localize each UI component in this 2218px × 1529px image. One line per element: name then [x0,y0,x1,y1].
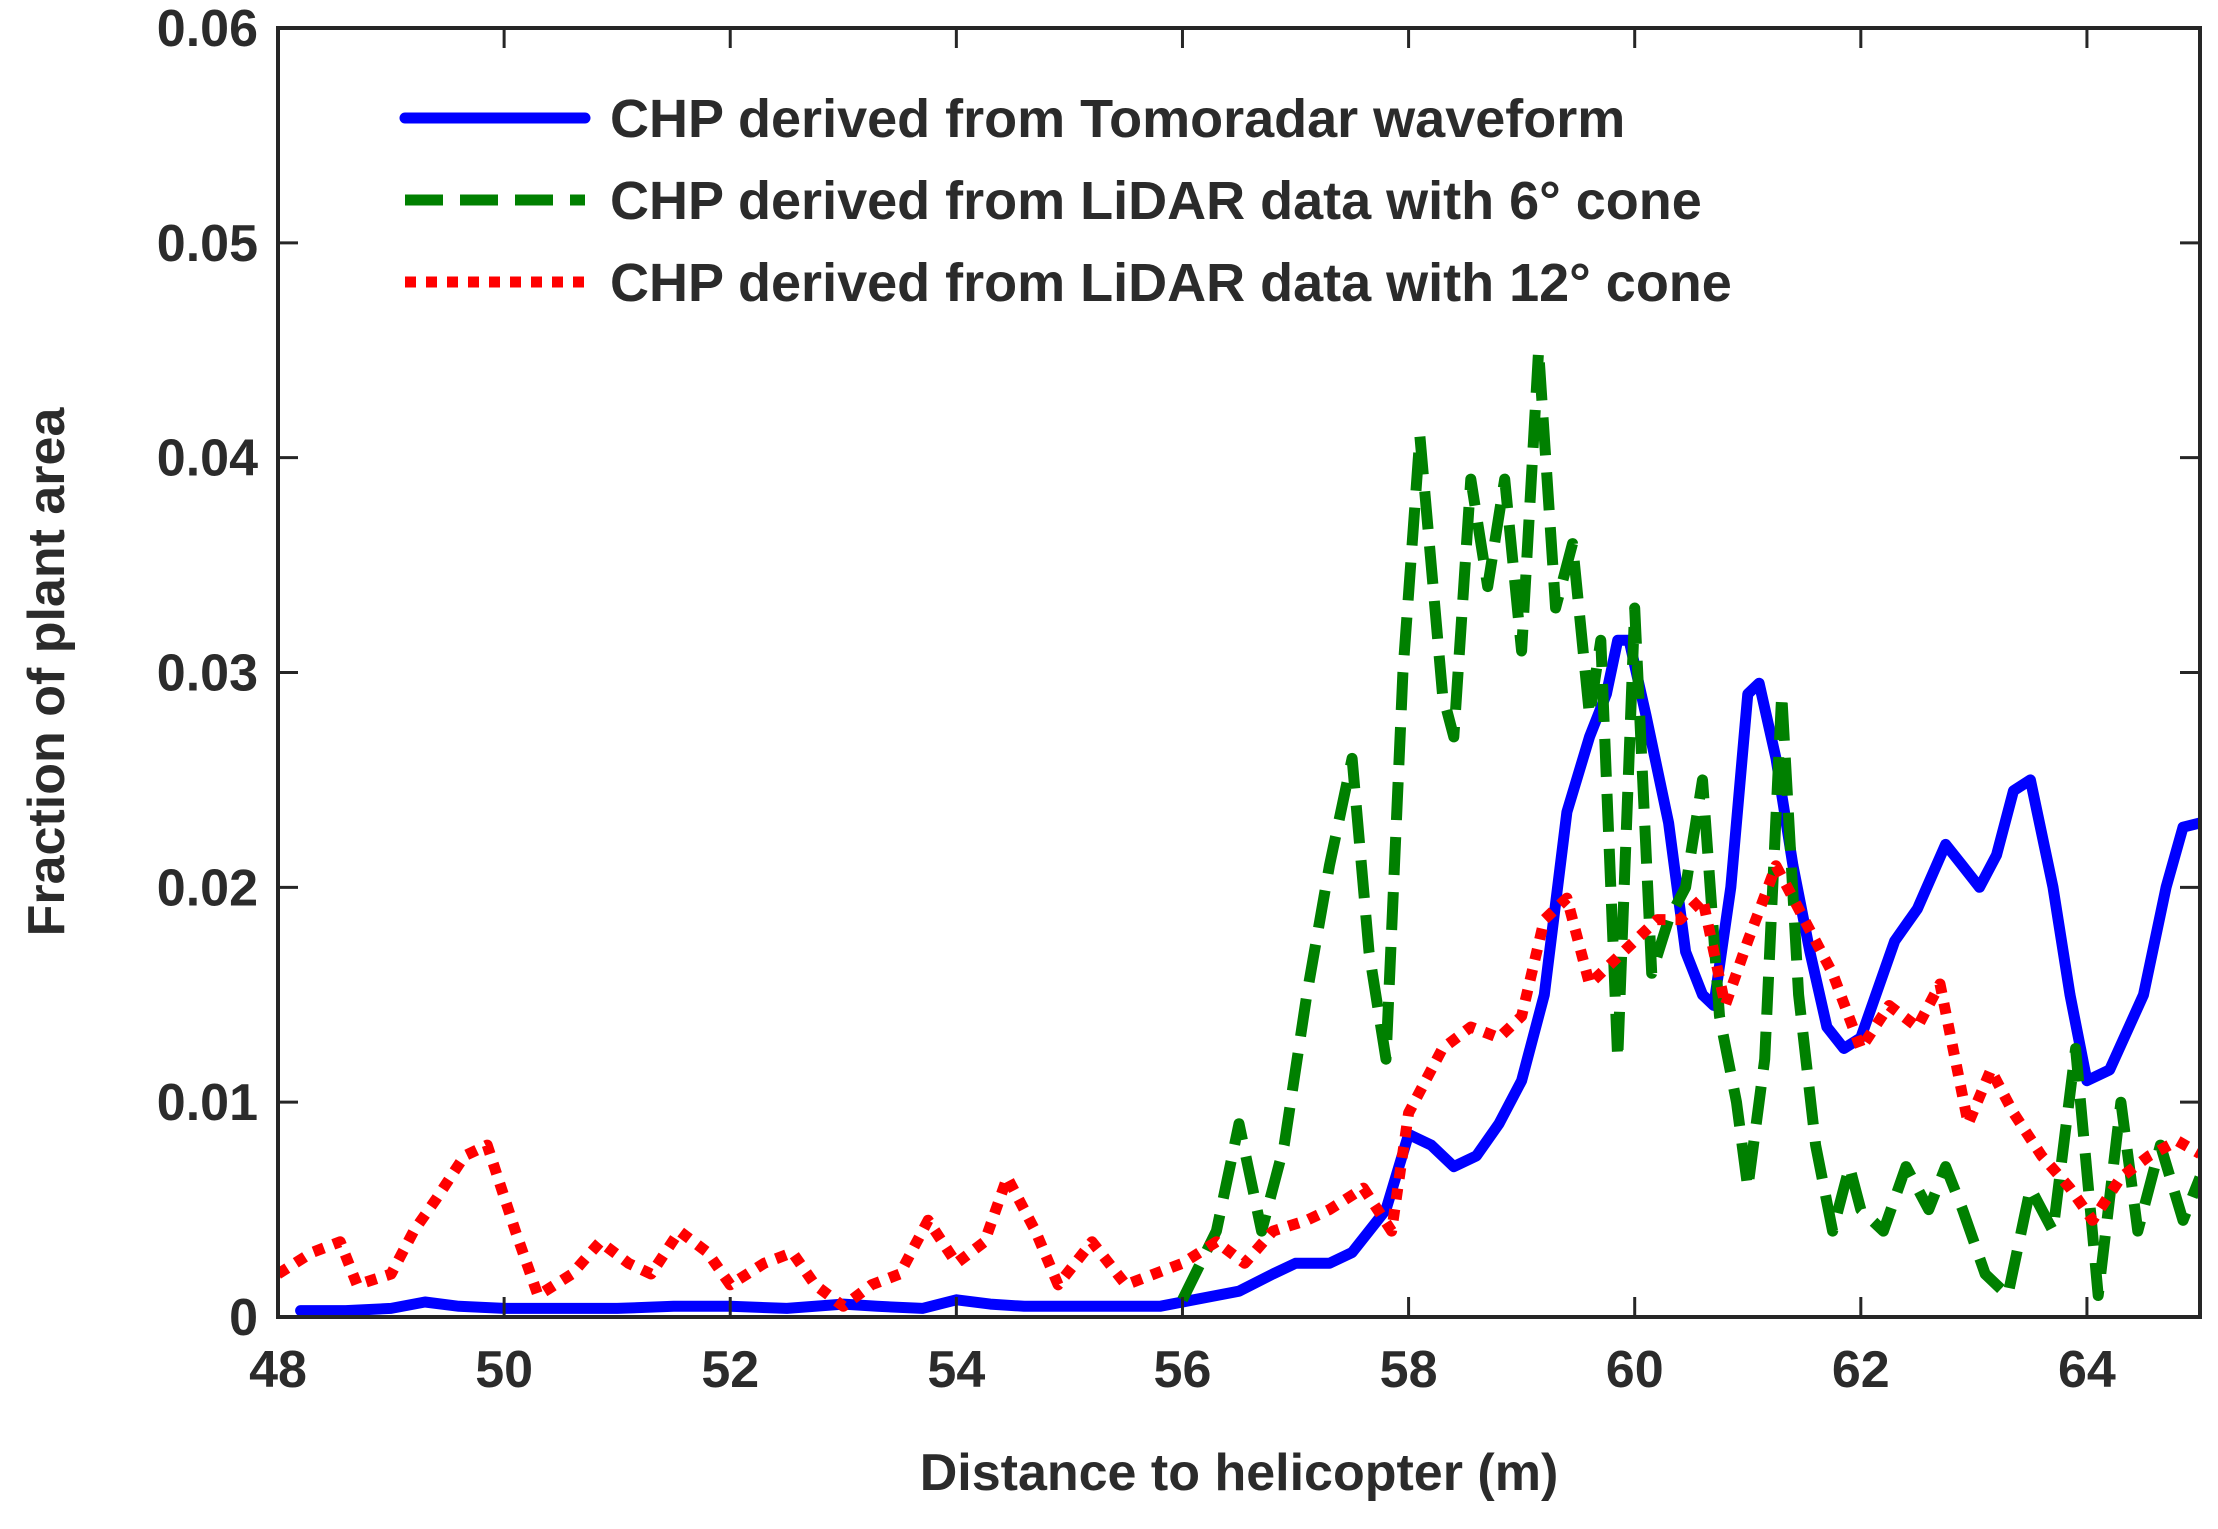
legend-label-2: CHP derived from LiDAR data with 6° cone [610,171,1702,231]
y-axis-label: Fraction of plant area [18,407,76,937]
series-layer [278,344,2200,1317]
y-tick-label: 0.06 [157,0,258,58]
x-tick-label: 62 [1832,1341,1890,1399]
series-line-3 [278,860,2200,1312]
legend-label-3: CHP derived from LiDAR data with 12° con… [610,253,1732,313]
x-tick-label: 60 [1606,1341,1664,1399]
x-tick-label: 64 [2058,1341,2116,1399]
series-line-2 [1177,344,2200,1303]
y-axis: 0 0.01 0.02 0.03 0.04 0.05 0.06 [157,0,2200,1347]
x-tick-label: 54 [927,1341,985,1399]
legend-label-1: CHP derived from Tomoradar waveform [610,89,1625,149]
y-tick-label: 0.04 [157,430,258,488]
y-tick-label: 0.03 [157,645,258,703]
x-tick-label: 56 [1154,1341,1212,1399]
x-tick-label: 50 [475,1341,533,1399]
y-tick-label: 0.02 [157,859,258,917]
x-tick-label: 58 [1380,1341,1438,1399]
legend: CHP derived from Tomoradar waveform CHP d… [399,89,1732,313]
series-line-1 [295,634,2200,1317]
x-axis-label: Distance to helicopter (m) [920,1444,1559,1502]
y-tick-label: 0 [229,1289,258,1347]
x-tick-label: 52 [701,1341,759,1399]
x-tick-label: 48 [249,1341,307,1399]
x-axis: 48 50 52 54 56 58 60 62 64 [249,28,2116,1399]
y-tick-label: 0.05 [157,215,258,273]
y-tick-label: 0.01 [157,1074,258,1132]
